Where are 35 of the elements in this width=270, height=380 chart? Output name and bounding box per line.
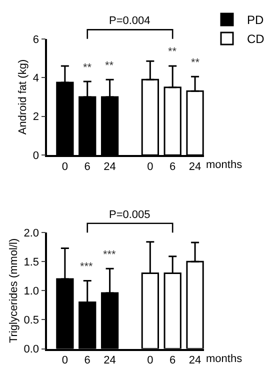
x-axis-title: months [206, 353, 243, 365]
x-tick-label: 24 [188, 354, 202, 367]
y-tick-label: 1.5 [24, 256, 40, 268]
text: P=0.005 [109, 209, 150, 221]
x-tick-label: 0 [147, 354, 154, 367]
x-tick-label: 24 [104, 354, 116, 367]
x-tick-label: 24 [104, 161, 116, 174]
y-axis-title: Triglycerides (mmol/l) [8, 238, 20, 344]
annotation: *** [80, 261, 94, 273]
x-tick-label: 24 [188, 161, 202, 174]
legend-label: PD [247, 13, 264, 28]
y-tick-label: 4 [32, 72, 40, 84]
y-tick-label: 2.0 [24, 227, 40, 240]
y-tick-label: 2 [32, 111, 40, 124]
x-tick-label: 6 [170, 354, 176, 367]
y-tick-label: 1.0 [24, 286, 40, 298]
y-tick-label: 6 [32, 34, 40, 46]
text: P=0.004 [109, 15, 150, 27]
x-tick-label: 6 [170, 161, 176, 174]
y-tick-label: 0.0 [24, 344, 40, 356]
legend-label: CD [247, 32, 265, 46]
x-axis-title: months [206, 159, 243, 171]
x-tick-label: 6 [84, 161, 90, 174]
x-tick-label: 0 [62, 161, 68, 174]
y-tick-label: 0 [32, 150, 40, 162]
y-tick-label: 0.5 [24, 314, 40, 327]
annotation: ** [191, 57, 200, 69]
x-tick-label: 0 [147, 161, 154, 174]
annotation: ** [105, 60, 114, 72]
annotation: ** [83, 62, 92, 74]
y-axis-title: Android fat (kg) [17, 59, 30, 135]
x-tick-label: 0 [62, 354, 68, 367]
annotation: ** [168, 46, 178, 58]
x-tick-label: 6 [84, 354, 90, 367]
annotation: *** [103, 249, 117, 261]
